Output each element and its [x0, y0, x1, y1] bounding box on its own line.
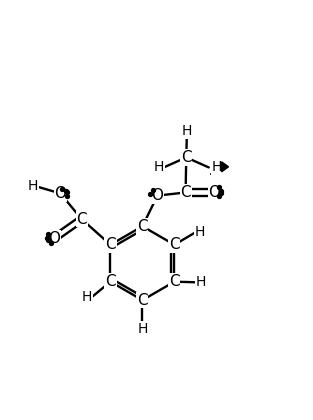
Text: C: C: [137, 293, 148, 307]
Text: H: H: [194, 225, 205, 239]
Text: H: H: [154, 160, 164, 174]
Text: C: C: [180, 185, 191, 200]
Text: C: C: [169, 274, 180, 289]
Text: H: H: [82, 290, 92, 304]
Text: C: C: [181, 150, 192, 165]
Text: C: C: [105, 237, 116, 252]
Text: O: O: [48, 231, 60, 246]
Text: H: H: [137, 322, 148, 336]
Text: C: C: [105, 274, 116, 289]
Polygon shape: [222, 162, 228, 172]
Text: O: O: [208, 185, 220, 200]
Text: H: H: [182, 124, 192, 138]
Text: C: C: [169, 237, 180, 252]
Text: H: H: [211, 160, 222, 174]
Text: H: H: [28, 179, 38, 193]
Text: H: H: [196, 275, 206, 289]
Text: C: C: [76, 212, 87, 226]
Text: C: C: [137, 219, 148, 234]
Text: O: O: [151, 188, 163, 203]
Text: O: O: [54, 186, 66, 201]
